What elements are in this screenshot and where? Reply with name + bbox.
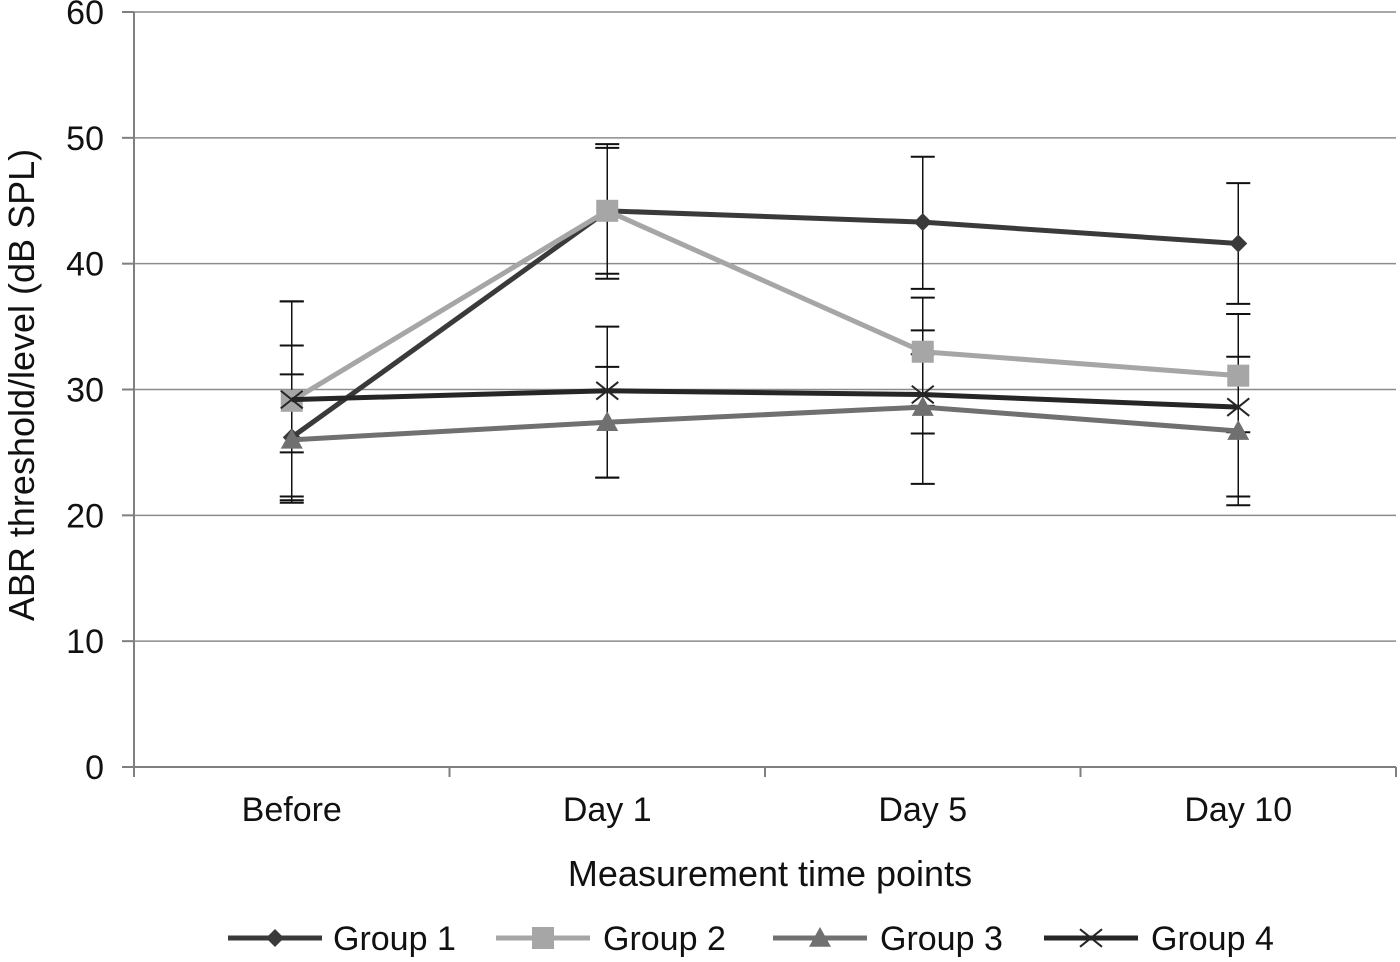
series-lines [279,143,1251,507]
legend-item-group-3: Group 3 [773,920,1003,958]
y-tick-label: 40 [66,246,104,284]
legend-label: Group 2 [603,920,726,958]
axes [122,11,1397,777]
y-tick-label: 30 [66,372,104,410]
series-line [290,208,1239,403]
series-group-3 [280,396,1250,449]
y-tick-label: 60 [66,0,104,32]
triangle-marker [809,927,831,947]
square-marker [1227,364,1250,387]
x-marker [280,389,304,410]
diamond-marker [266,929,284,947]
x-tick-label: Before [242,791,342,829]
error-bars-group-2 [279,143,1251,454]
series-line [291,388,1239,410]
x-tick-label: Day 1 [563,791,652,829]
y-tick-label: 0 [85,749,104,787]
legend-item-group-2: Group 2 [496,920,726,958]
series-line [290,208,1239,440]
error-bars-group-3 [279,329,1251,507]
legend-label: Group 1 [333,920,456,958]
legend-label: Group 4 [1151,920,1274,958]
triangle-marker [280,428,303,449]
x-marker [911,384,935,405]
square-marker [596,199,619,222]
x-axis-title: Measurement time points [568,853,972,894]
triangle-marker [911,396,934,416]
y-tick-label: 50 [66,120,104,158]
x-marker [1226,397,1250,417]
y-tick-label: 10 [66,623,104,661]
legend: Group 1 Group 2 Group 3 Group 4 [228,920,1274,958]
x-marker [1079,928,1103,948]
series-line [291,404,1239,443]
series-group-1 [282,201,1248,447]
x-marker [595,381,619,401]
gridlines [134,11,1396,642]
x-tick-label: Day 10 [1184,791,1292,829]
series-group-2 [280,199,1250,412]
triangle-marker [1227,420,1250,440]
y-tick-label: 20 [66,497,104,535]
series-group-4 [280,381,1250,417]
square-marker [911,340,934,363]
legend-item-group-1: Group 1 [228,920,456,958]
triangle-marker [596,411,619,432]
square-marker [532,927,554,949]
legend-item-group-4: Group 4 [1044,920,1274,958]
tick-labels: 0 10 20 30 40 50 60 Before Day 1 Day 5 Day 10 [66,0,1292,829]
legend-label: Group 3 [880,920,1003,958]
x-tick-label: Day 5 [878,791,967,829]
diamond-marker [913,213,932,232]
y-axis-title: ABR threshold/level (dB SPL) [1,149,42,621]
diamond-marker [1229,234,1248,253]
